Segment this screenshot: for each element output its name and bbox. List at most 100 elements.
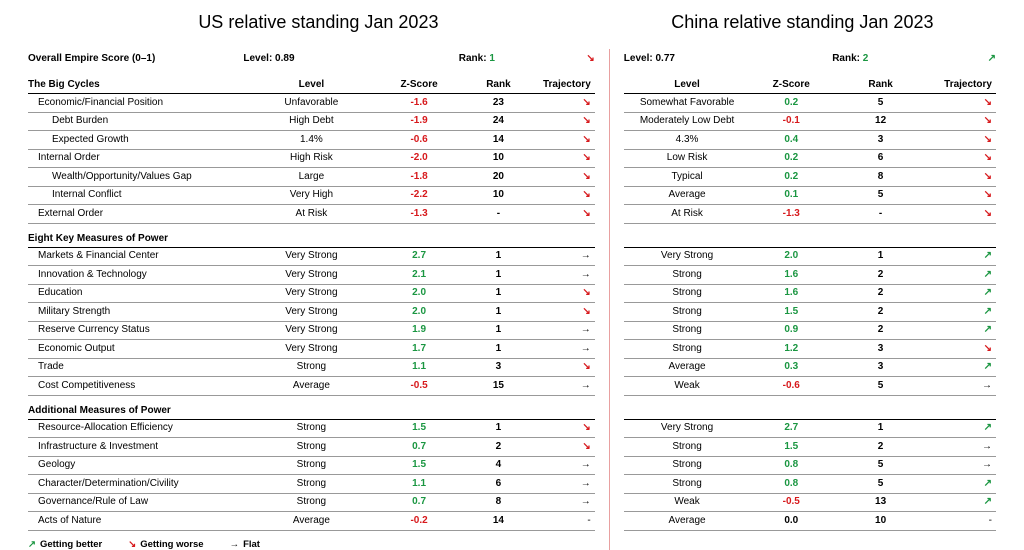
row-traj: ↘ [538,152,595,165]
row-zscore: 2.7 [750,422,832,435]
row-rank: 8 [459,496,538,509]
table-row: 4.3%0.43↘ [624,131,996,150]
row-label: External Order [28,208,243,221]
china-eightkey-header [624,228,996,248]
arrow-flat-icon: → [982,459,992,472]
arrow-up-icon: ↗ [984,324,992,337]
china-overall: Level: 0.77 Rank: 2 ↗ [624,49,996,70]
china-additional-rows: Very Strong2.71↗Strong1.52→Strong0.85→St… [624,420,996,531]
row-level: Somewhat Favorable [624,97,751,110]
arrow-flat-icon: → [581,459,591,472]
row-zscore: 0.9 [750,324,832,337]
table-row: Internal OrderHigh Risk-2.010↘ [28,150,595,169]
columns: Overall Empire Score (0–1) Level: 0.89 R… [28,49,996,550]
row-level: Very Strong [243,269,379,282]
table-row: Strong1.23↘ [624,340,996,359]
row-level: Very Strong [624,422,751,435]
table-row: Reserve Currency StatusVery Strong1.91→ [28,322,595,341]
row-traj: ↗ [929,287,996,300]
us-overall-traj: ↘ [538,53,595,64]
row-label: Internal Order [28,152,243,165]
arrow-flat-icon: → [581,269,591,282]
arrow-down-icon: ↘ [984,343,992,356]
arrow-down-icon: ↘ [984,134,992,147]
row-rank: 2 [832,324,929,337]
row-level: Very Strong [243,287,379,300]
row-zscore: -0.1 [750,115,832,128]
us-eightkey-header: Eight Key Measures of Power [28,228,595,248]
row-level: Very Strong [243,250,379,263]
row-zscore: -0.2 [379,515,458,528]
row-rank: 14 [459,134,538,147]
china-column: Level: 0.77 Rank: 2 ↗ Level Z-Score Rank… [609,49,996,550]
row-rank: 14 [459,515,538,528]
arrow-up-icon: ↗ [984,422,992,435]
table-row: Economic OutputVery Strong1.71→ [28,340,595,359]
row-zscore: 1.5 [750,306,832,319]
table-row: GeologyStrong1.54→ [28,457,595,476]
row-zscore: 0.7 [379,496,458,509]
row-zscore: 1.6 [750,269,832,282]
us-overall: Overall Empire Score (0–1) Level: 0.89 R… [28,49,595,70]
row-traj: ↘ [929,189,996,202]
row-traj: → [538,459,595,472]
row-label: Internal Conflict [28,189,243,202]
row-level: Moderately Low Debt [624,115,751,128]
row-traj: ↗ [929,361,996,374]
title-us: US relative standing Jan 2023 [28,12,609,33]
row-zscore: 0.2 [750,152,832,165]
legend: ↗Getting better ↘Getting worse →Flat [28,539,595,550]
row-level: Strong [624,306,751,319]
row-traj: → [538,343,595,356]
us-column: Overall Empire Score (0–1) Level: 0.89 R… [28,49,609,550]
table-row: Governance/Rule of LawStrong0.78→ [28,494,595,513]
arrow-down-icon: ↘ [582,441,590,454]
row-zscore: 0.8 [750,478,832,491]
row-rank: 1 [459,287,538,300]
row-level: Strong [243,441,379,454]
row-zscore: 0.8 [750,459,832,472]
row-traj: ↘ [538,208,595,221]
row-traj: ↘ [929,171,996,184]
arrow-down-icon: ↘ [984,115,992,128]
row-rank: 5 [832,380,929,393]
row-traj: ↗ [929,269,996,282]
row-rank: 2 [832,287,929,300]
row-level: High Debt [243,115,379,128]
row-zscore: -0.6 [750,380,832,393]
arrow-down-icon: ↘ [582,189,590,202]
row-level: Strong [243,478,379,491]
arrow-up-icon: ↗ [984,306,992,319]
row-zscore: 1.2 [750,343,832,356]
row-zscore: 2.1 [379,269,458,282]
china-bigcycles-rows: Somewhat Favorable0.25↘Moderately Low De… [624,94,996,224]
china-eightkey-rows: Very Strong2.01↗Strong1.62↗Strong1.62↗St… [624,248,996,396]
arrow-down-icon: ↘ [984,152,992,165]
row-rank: 15 [459,380,538,393]
row-traj: ↘ [929,97,996,110]
row-level: Very High [243,189,379,202]
row-zscore: 1.1 [379,361,458,374]
row-traj: ↘ [538,97,595,110]
row-traj: → [538,269,595,282]
row-level: Strong [624,441,751,454]
row-zscore: -2.2 [379,189,458,202]
row-traj: ↗ [929,496,996,509]
row-zscore: 2.0 [379,287,458,300]
title-china: China relative standing Jan 2023 [609,12,996,33]
row-zscore: 0.0 [750,515,832,528]
row-traj: ↘ [538,134,595,147]
table-row: Economic/Financial PositionUnfavorable-1… [28,94,595,113]
row-zscore: 1.7 [379,343,458,356]
row-traj: → [929,441,996,454]
row-rank: 1 [832,250,929,263]
row-traj: ↗ [929,306,996,319]
table-row: Typical0.28↘ [624,168,996,187]
arrow-down-icon: ↘ [128,539,136,550]
arrow-down-icon: ↘ [984,208,992,221]
row-rank: 8 [832,171,929,184]
row-traj: ↘ [538,422,595,435]
row-rank: 10 [832,515,929,528]
china-overall-rank: Rank: 2 [832,53,929,64]
table-row: Strong0.85→ [624,457,996,476]
